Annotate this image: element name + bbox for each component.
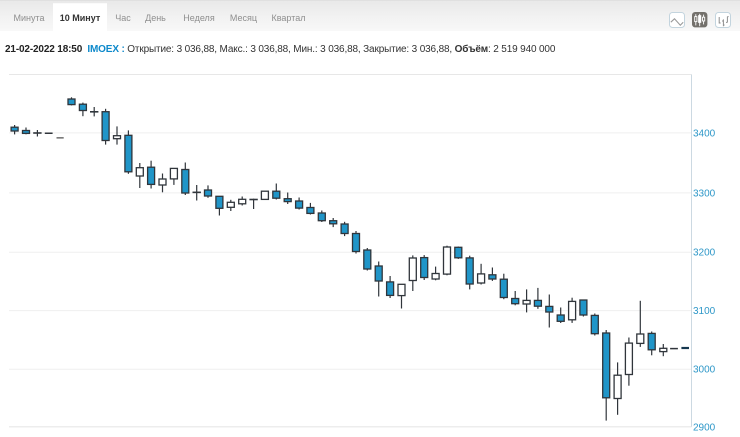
svg-text:3400: 3400 — [693, 128, 716, 139]
svg-text:2900: 2900 — [693, 422, 716, 433]
svg-text:3200: 3200 — [693, 248, 716, 259]
svg-text:3300: 3300 — [693, 188, 716, 199]
svg-text:3000: 3000 — [693, 365, 716, 376]
svg-text:3100: 3100 — [693, 306, 716, 317]
